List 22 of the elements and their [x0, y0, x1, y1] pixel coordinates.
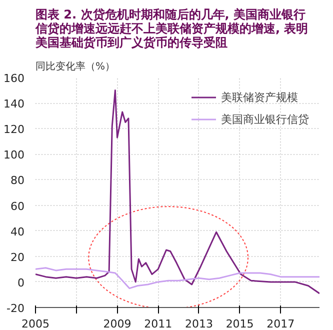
y-tick-label: 80	[10, 174, 25, 188]
y-tick-label: 100	[4, 148, 25, 162]
y-tick-label: 60	[10, 200, 25, 213]
y-tick-label: -20	[6, 302, 24, 315]
y-tick-label: 20	[10, 250, 25, 264]
legend-label: 美联储资产规模	[221, 90, 298, 104]
y-tick-label: 40	[10, 225, 25, 238]
line-series	[36, 90, 320, 294]
legend-label: 美国商业银行信贷	[221, 112, 309, 126]
y-tick-label: 160	[4, 72, 25, 85]
x-tick-label: 2009	[103, 318, 132, 330]
y-tick-label: 0	[18, 276, 24, 290]
y-axis-title: 同比变化率（%）	[36, 60, 116, 72]
x-tick-label: 2011	[144, 318, 172, 330]
y-tick-label: 120	[4, 123, 25, 136]
x-tick-label: 2013	[184, 318, 213, 330]
chart-title: 图表 2. 次贷危机时期和随后的几年, 美国商业银行信贷的增速远远赶不上美联储资产规模的增速, 表明美国基础货币到广义货币的传导受阻	[34, 8, 308, 50]
x-tick-label: 2005	[22, 318, 50, 330]
x-tick-label: 2015	[226, 318, 254, 330]
y-tick-label: 140	[4, 98, 25, 111]
line-series	[36, 267, 320, 290]
x-tick-label: 2017	[266, 318, 295, 330]
